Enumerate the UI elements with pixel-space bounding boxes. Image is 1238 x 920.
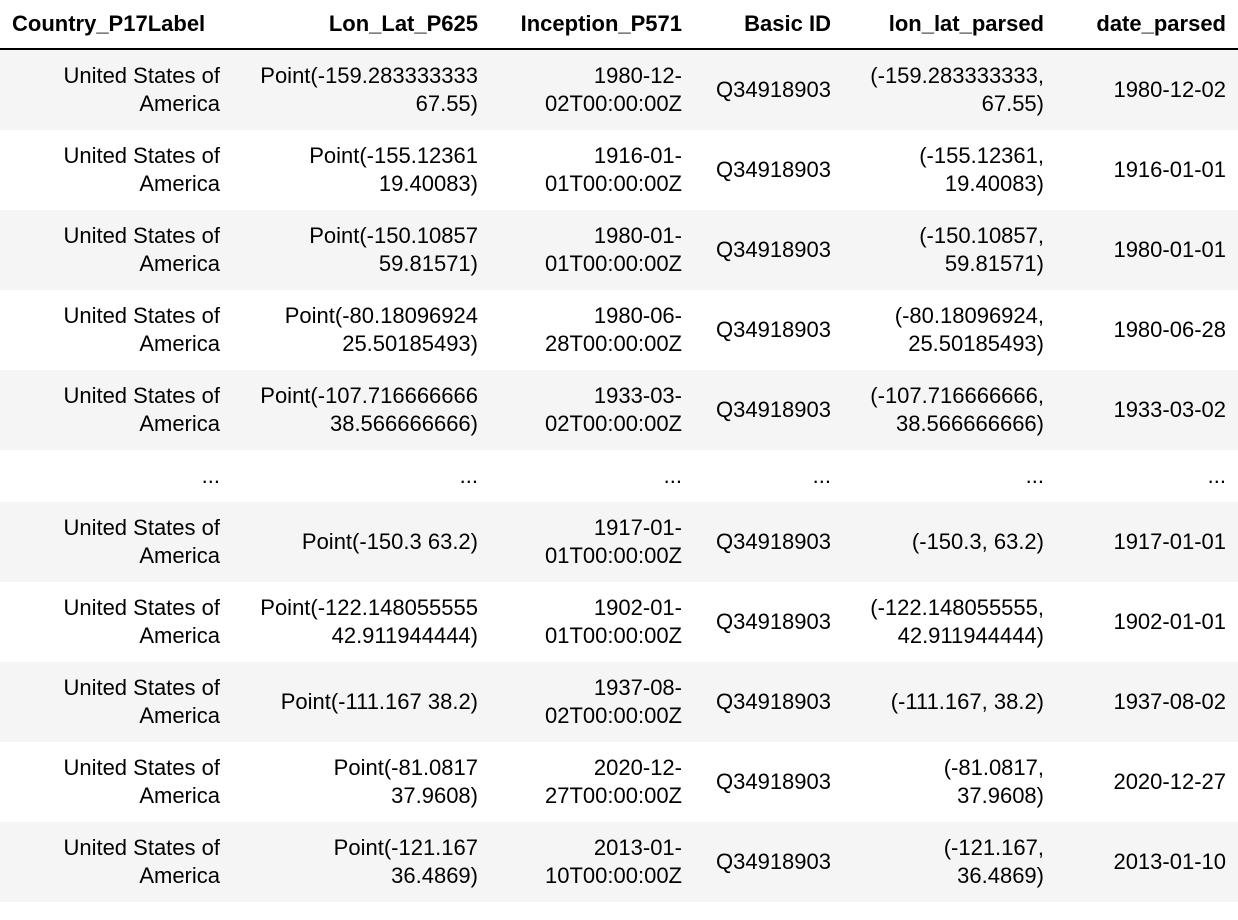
table-cell: Q34918903 [716,609,831,634]
table-cell: 1916-01-01 [1113,157,1226,182]
table-row: United States of America Point(-81.0817 3… [0,742,1238,822]
table-cell: (-80.18096924, 25.50185493) [894,303,1044,356]
table-cell: (-81.0817, 37.9608) [943,755,1044,808]
table-cell: 1917-01-01 [1113,529,1226,554]
table-cell: 1933-03-02 [1113,397,1226,422]
table-cell: (-122.148055555, 42.911944444) [870,595,1044,648]
column-header-inception-p571: Inception_P571 [490,0,694,50]
table-cell: 1902-01-01T00:00:00Z [545,595,682,648]
table-cell: United States of America [63,595,220,648]
table-row: United States of America Point(-107.71666… [0,370,1238,450]
table-cell: Q34918903 [716,769,831,794]
table-cell: Point(-159.283333333 67.55) [260,63,478,116]
table-cell: 1980-12-02T00:00:00Z [545,63,682,116]
table-cell: (-107.716666666, 38.566666666) [870,383,1044,436]
table-cell: 2020-12-27T00:00:00Z [545,755,682,808]
table-row: United States of America Point(-150.10857… [0,210,1238,290]
table-cell: United States of America [63,835,220,888]
table-row: United States of America Point(-122.14805… [0,582,1238,662]
header-row: Country_P17Label Lon_Lat_P625 Inception_P5… [0,0,1238,50]
table-row: United States of America Point(-150.3 63.… [0,502,1238,582]
column-header-date-parsed: date_parsed [1056,0,1238,50]
table-cell: 1902-01-01 [1113,609,1226,634]
table-cell: 1917-01-01T00:00:00Z [545,515,682,568]
table-cell: 1933-03-02T00:00:00Z [545,383,682,436]
table-cell: Point(-80.18096924 25.50185493) [284,303,478,356]
table-cell: 1937-08-02T00:00:00Z [545,675,682,728]
table-cell: Q34918903 [716,689,831,714]
column-header-country-p17label: Country_P17Label [0,0,232,50]
table-cell: United States of America [63,515,220,568]
table-cell: Point(-150.10857 59.81571) [309,223,478,276]
table-cell: Point(-122.148055555 42.911944444) [260,595,478,648]
table-cell: United States of America [63,303,220,356]
table-cell: (-111.167, 38.2) [890,689,1044,714]
ellipsis-cell: ... [201,463,220,488]
table-cell: 2013-01-10 [1113,849,1226,874]
column-header-lon-lat-p625: Lon_Lat_P625 [232,0,490,50]
ellipsis-cell: ... [1207,463,1226,488]
table-cell: Q34918903 [716,237,831,262]
table-cell: United States of America [63,755,220,808]
table-cell: Q34918903 [716,77,831,102]
table-cell: (-155.12361, 19.40083) [919,143,1044,196]
table-cell: (-121.167, 36.4869) [943,835,1044,888]
table-cell: 2020-12-27 [1113,769,1226,794]
ellipsis-cell: ... [459,463,478,488]
table-row: United States of America Point(-159.28333… [0,49,1238,130]
table-cell: Point(-150.3 63.2) [301,529,478,554]
table-cell: United States of America [63,383,220,436]
ellipsis-cell: ... [663,463,682,488]
table-cell: Point(-111.167 38.2) [280,689,478,714]
table-cell: (-150.3, 63.2) [911,529,1044,554]
table-cell: Q34918903 [716,397,831,422]
column-header-basic-id: Basic ID [694,0,843,50]
table-cell: Point(-107.716666666 38.566666666) [260,383,478,436]
table-row: United States of America Point(-155.12361… [0,130,1238,210]
table-cell: Q34918903 [716,849,831,874]
ellipsis-cell: ... [812,463,831,488]
table-cell: 1980-01-01 [1113,237,1226,262]
column-header-lon-lat-parsed: lon_lat_parsed [843,0,1056,50]
table-cell: 1916-01-01T00:00:00Z [545,143,682,196]
table-cell: 1937-08-02 [1113,689,1226,714]
table-cell: (-159.283333333, 67.55) [870,63,1044,116]
table-row: United States of America Point(-111.167 3… [0,662,1238,742]
table-cell: United States of America [63,143,220,196]
table-row: United States of America Point(-80.180969… [0,290,1238,370]
table-cell: 2013-01-10T00:00:00Z [545,835,682,888]
table-cell: Point(-81.0817 37.9608) [333,755,478,808]
table-row: United States of America Point(-121.167 3… [0,822,1238,902]
table-cell: Point(-155.12361 19.40083) [309,143,478,196]
ellipsis-row: .................. [0,450,1238,502]
ellipsis-cell: ... [1025,463,1044,488]
table-body: United States of America Point(-159.28333… [0,49,1238,902]
table-cell: (-150.10857, 59.81571) [919,223,1044,276]
table-cell: United States of America [63,63,220,116]
table-cell: United States of America [63,223,220,276]
table-header: Country_P17Label Lon_Lat_P625 Inception_P5… [0,0,1238,50]
table-cell: Q34918903 [716,157,831,182]
table-cell: 1980-06-28T00:00:00Z [545,303,682,356]
table-cell: 1980-06-28 [1113,317,1226,342]
table-cell: 1980-01-01T00:00:00Z [545,223,682,276]
table-cell: Point(-121.167 36.4869) [333,835,478,888]
table-cell: 1980-12-02 [1113,77,1226,102]
table-cell: United States of America [63,675,220,728]
table-cell: Q34918903 [716,529,831,554]
table-cell: Q34918903 [716,317,831,342]
